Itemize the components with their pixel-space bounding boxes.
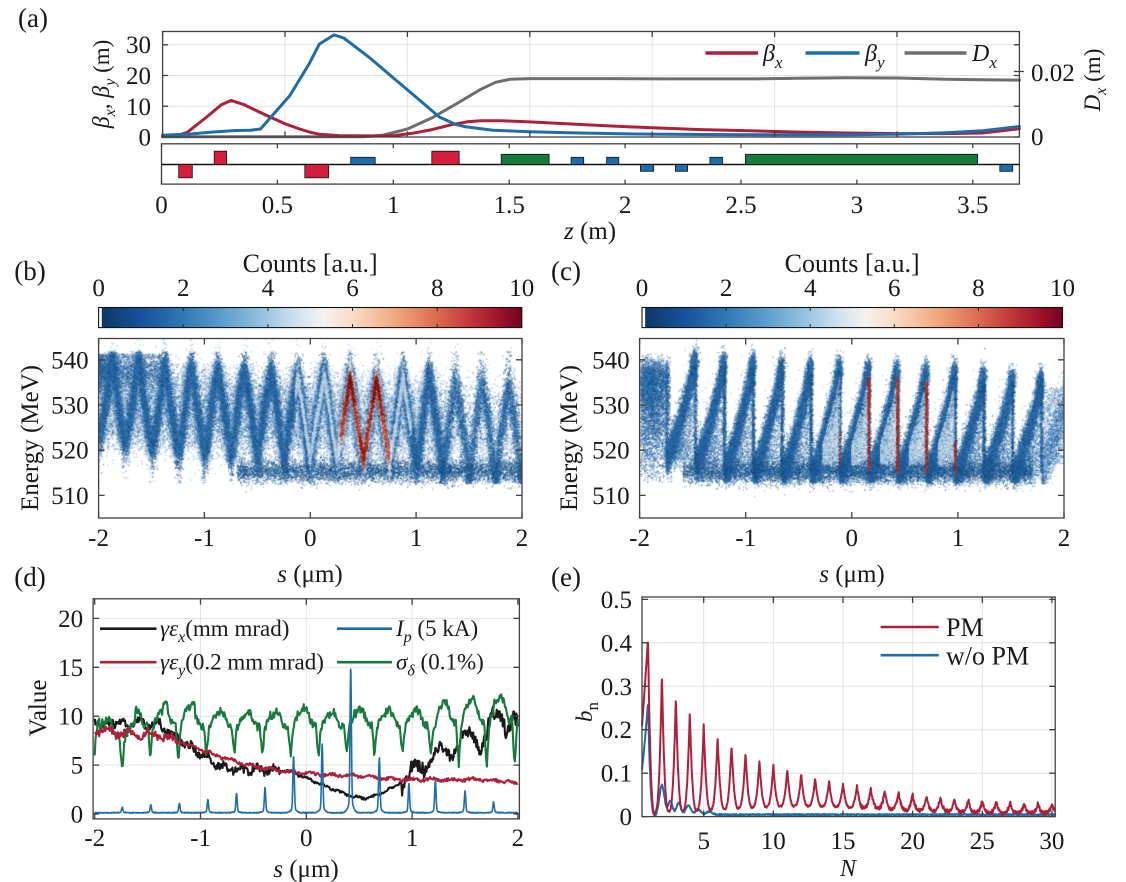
svg-text:8: 8 — [431, 275, 444, 302]
svg-text:0: 0 — [636, 275, 649, 302]
svg-text:1: 1 — [952, 525, 965, 552]
svg-text:20: 20 — [58, 606, 83, 633]
svg-text:-2: -2 — [84, 825, 105, 852]
svg-text:2: 2 — [516, 525, 529, 552]
svg-text:10: 10 — [509, 275, 534, 302]
svg-text:(d): (d) — [14, 562, 45, 592]
svg-text:Energy (MeV): Energy (MeV) — [17, 365, 44, 511]
svg-text:15: 15 — [58, 655, 83, 682]
svg-text:1: 1 — [387, 192, 400, 219]
svg-text:4: 4 — [804, 275, 817, 302]
svg-text:0.1: 0.1 — [601, 761, 632, 788]
svg-text:Dx (m): Dx (m) — [1080, 49, 1110, 113]
svg-text:10: 10 — [58, 704, 83, 731]
svg-text:30: 30 — [1039, 828, 1064, 855]
svg-text:γεx(mm mrad): γεx(mm mrad) — [160, 616, 289, 646]
svg-text:520: 520 — [51, 438, 89, 465]
svg-text:10: 10 — [126, 94, 151, 121]
svg-text:-1: -1 — [194, 525, 215, 552]
svg-text:s (μm): s (μm) — [819, 561, 884, 588]
svg-text:30: 30 — [126, 32, 151, 59]
svg-text:-2: -2 — [629, 525, 650, 552]
svg-text:10: 10 — [1050, 275, 1075, 302]
svg-text:2: 2 — [720, 275, 733, 302]
svg-text:(b): (b) — [14, 256, 45, 286]
svg-text:0: 0 — [620, 804, 633, 831]
svg-text:1.5: 1.5 — [494, 192, 525, 219]
svg-text:σδ (0.1%): σδ (0.1%) — [396, 650, 484, 680]
svg-text:530: 530 — [51, 393, 89, 420]
svg-text:1: 1 — [410, 525, 423, 552]
svg-text:bn: bn — [572, 702, 602, 723]
svg-text:(c): (c) — [551, 256, 581, 286]
svg-text:0: 0 — [846, 525, 859, 552]
svg-text:2: 2 — [512, 825, 525, 852]
svg-text:Counts [a.u.]: Counts [a.u.] — [243, 249, 378, 278]
svg-text:540: 540 — [592, 347, 630, 374]
svg-text:βx: βx — [762, 41, 783, 72]
svg-text:0.02: 0.02 — [1031, 60, 1075, 87]
svg-text:1: 1 — [406, 825, 419, 852]
svg-text:2: 2 — [177, 275, 190, 302]
svg-text:0: 0 — [1031, 124, 1044, 151]
svg-text:2.5: 2.5 — [725, 192, 756, 219]
svg-text:0: 0 — [300, 825, 313, 852]
svg-text:z (m): z (m) — [563, 218, 616, 245]
svg-text:3: 3 — [851, 192, 864, 219]
svg-text:20: 20 — [126, 63, 151, 90]
svg-text:-1: -1 — [190, 825, 211, 852]
svg-text:βx, βy (m): βx, βy (m) — [89, 40, 119, 130]
svg-text:0: 0 — [304, 525, 317, 552]
svg-text:0: 0 — [92, 275, 105, 302]
svg-text:0: 0 — [71, 802, 84, 829]
svg-text:10: 10 — [761, 828, 786, 855]
svg-text:20: 20 — [900, 828, 925, 855]
svg-text:0.2: 0.2 — [601, 717, 632, 744]
svg-text:0.5: 0.5 — [262, 192, 293, 219]
svg-text:-2: -2 — [88, 525, 109, 552]
svg-text:γεy(0.2 mm mrad): γεy(0.2 mm mrad) — [160, 650, 324, 680]
svg-text:520: 520 — [592, 438, 630, 465]
svg-text:-1: -1 — [735, 525, 756, 552]
svg-text:0: 0 — [139, 125, 152, 152]
svg-text:5: 5 — [697, 828, 710, 855]
svg-text:(e): (e) — [551, 562, 581, 592]
svg-text:0.4: 0.4 — [601, 630, 633, 657]
svg-text:2: 2 — [1058, 525, 1071, 552]
svg-text:510: 510 — [592, 483, 630, 510]
svg-text:5: 5 — [71, 753, 84, 780]
svg-text:25: 25 — [970, 828, 995, 855]
svg-text:s (μm): s (μm) — [277, 561, 342, 588]
svg-text:6: 6 — [888, 275, 901, 302]
svg-text:510: 510 — [51, 483, 89, 510]
svg-text:Ip (5 kA): Ip (5 kA) — [395, 616, 478, 646]
svg-text:0.5: 0.5 — [601, 587, 632, 614]
svg-text:w/o PM: w/o PM — [946, 642, 1029, 671]
svg-text:540: 540 — [51, 347, 89, 374]
svg-text:4: 4 — [262, 275, 275, 302]
svg-text:15: 15 — [831, 828, 856, 855]
svg-text:6: 6 — [346, 275, 359, 302]
svg-text:Counts [a.u.]: Counts [a.u.] — [785, 249, 920, 278]
svg-text:s (μm): s (μm) — [273, 856, 338, 882]
svg-text:0: 0 — [155, 192, 168, 219]
svg-text:2: 2 — [619, 192, 632, 219]
svg-text:βy: βy — [864, 41, 885, 72]
svg-text:N: N — [839, 856, 858, 882]
svg-text:Dx: Dx — [971, 41, 997, 72]
svg-text:Energy (MeV): Energy (MeV) — [556, 365, 583, 511]
svg-text:0.3: 0.3 — [601, 674, 632, 701]
svg-text:(a): (a) — [18, 3, 48, 33]
svg-text:530: 530 — [592, 393, 630, 420]
svg-text:3.5: 3.5 — [957, 192, 988, 219]
svg-text:8: 8 — [972, 275, 985, 302]
svg-text:PM: PM — [946, 613, 984, 642]
svg-text:Value: Value — [25, 680, 52, 737]
